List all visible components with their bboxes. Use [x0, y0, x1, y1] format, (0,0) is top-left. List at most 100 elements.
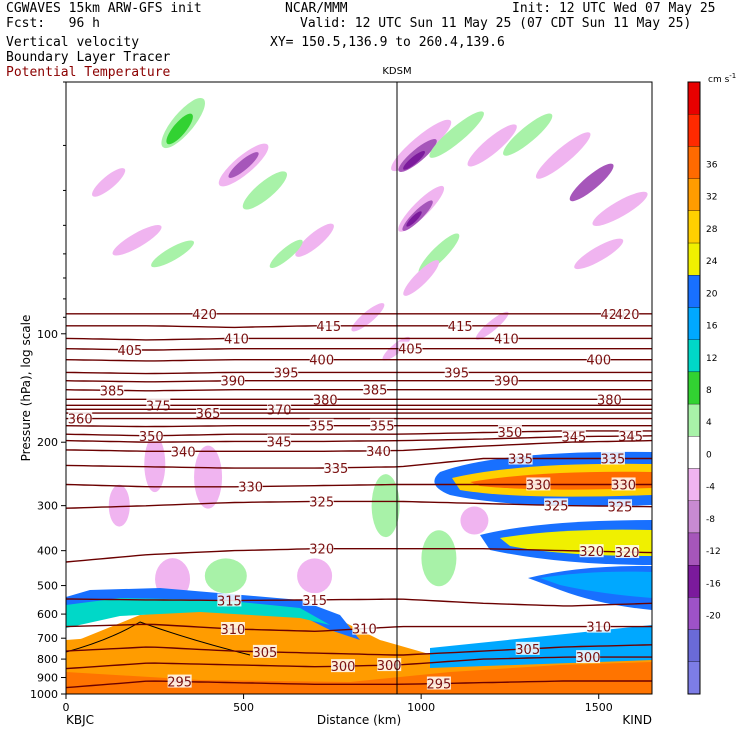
- isentrope-label: 330: [611, 478, 636, 493]
- model-title: CGWAVES 15km ARW-GFS init: [6, 1, 202, 16]
- isentrope-410: [66, 337, 652, 341]
- isentrope-label: 380: [597, 393, 622, 408]
- isentrope-label-bg: [167, 674, 192, 688]
- y-tick-label: 400: [37, 545, 58, 558]
- colorbar-tick-label: 4: [706, 418, 712, 428]
- isentrope-label-bg: [600, 451, 625, 465]
- w-shading-blob: [228, 152, 259, 178]
- isentrope-label: 340: [366, 445, 391, 460]
- w-shading-blob: [92, 168, 126, 197]
- colorbar-swatch: [687, 114, 701, 147]
- colorbar-frame: [687, 81, 701, 695]
- x-tick-label: 500: [233, 701, 254, 714]
- isentrope-label: 415: [448, 320, 473, 335]
- colorbar-tick-label: 8: [706, 386, 712, 396]
- y-axis-title: Pressure (hPa), log scale: [19, 315, 33, 462]
- isentrope-label-bg: [302, 592, 327, 606]
- isentrope-label: 320: [579, 545, 604, 560]
- isentrope-395: [66, 371, 652, 375]
- colorbar-tick-label: -20: [706, 611, 721, 621]
- isentrope-label: 420: [192, 308, 217, 323]
- isentrope-label-bg: [494, 331, 519, 345]
- w-shading-blob: [297, 558, 333, 594]
- isentrope-label-bg: [316, 318, 341, 332]
- isentrope-label: 420: [615, 308, 640, 323]
- isentrope-label: 410: [224, 332, 249, 347]
- isentrope-345: [66, 435, 652, 443]
- y-tick-label: 1000: [30, 688, 58, 701]
- w-shading-blob: [295, 223, 334, 257]
- w-shading-blob: [112, 224, 162, 256]
- isentrope-label-bg: [192, 306, 217, 320]
- w-shading-blob: [429, 111, 484, 158]
- isentrope-label: 355: [370, 420, 395, 435]
- isentrope-label: 370: [267, 403, 292, 418]
- w-shading-blob: [403, 260, 440, 296]
- colorbar-swatch: [687, 339, 701, 373]
- colorbar-tick-label: 20: [706, 289, 718, 299]
- colorbar-swatch: [687, 468, 701, 501]
- isentrope-label-bg: [267, 402, 292, 416]
- isentrope-405: [66, 348, 652, 351]
- isentrope-label-bg: [331, 659, 356, 673]
- isentrope-label: 320: [309, 543, 334, 558]
- colorbar-swatch: [687, 500, 701, 534]
- colorbar-tick-label: 12: [706, 354, 717, 364]
- y-tick-label: 700: [37, 632, 58, 645]
- isentrope-label-bg: [252, 644, 277, 658]
- isentrope-label-bg: [448, 318, 473, 332]
- x-tick-label: 1000: [407, 701, 435, 714]
- isentrope-label-bg: [544, 498, 569, 512]
- w-shading-blob: [144, 436, 166, 493]
- isentrope-label-bg: [309, 352, 334, 366]
- init-time: Init: 12 UTC Wed 07 May 25: [512, 1, 716, 16]
- vertical-velocity-shading: [92, 97, 648, 601]
- w-shading-blob: [574, 238, 624, 270]
- w-shading-blob: [467, 124, 517, 167]
- w-shading-blob: [592, 191, 648, 226]
- w-shading-blob: [108, 484, 130, 527]
- isentrope-label: 395: [444, 366, 469, 381]
- isentrope-label-bg: [618, 429, 643, 443]
- isentrope-label: 320: [615, 546, 640, 561]
- isentrope-330: [66, 483, 652, 488]
- isentrope-315: [66, 598, 652, 607]
- isentrope-label: 335: [601, 453, 626, 468]
- isentrope-label: 300: [576, 651, 601, 666]
- isentrope-label: 345: [618, 430, 643, 445]
- w-shading-blob: [503, 113, 553, 156]
- colorbar-swatch: [687, 661, 701, 695]
- isentrope-label-bg: [323, 460, 348, 474]
- isentrope-label-bg: [274, 365, 299, 379]
- w-shading-blob: [371, 474, 400, 538]
- colorbar-tick-label: -4: [706, 483, 715, 493]
- isentrope-label-bg: [611, 477, 636, 491]
- isentrope-label: 375: [146, 399, 171, 414]
- isentrope-label-bg: [444, 365, 469, 379]
- isentrope-label: 405: [398, 343, 423, 358]
- isentrope-label-bg: [597, 392, 622, 406]
- isentrope-label-bg: [586, 352, 611, 366]
- isentrope-label-bg: [100, 383, 125, 397]
- isentrope-label-bg: [508, 451, 533, 465]
- isentrope-label: 415: [316, 320, 341, 335]
- colorbar-swatch: [687, 597, 701, 630]
- isentrope-label-bg: [267, 434, 292, 448]
- colorbar-swatch: [687, 146, 701, 179]
- isentrope-label: 295: [426, 678, 451, 693]
- colorbar-swatch: [687, 81, 701, 115]
- y-tick-label: 600: [37, 608, 58, 621]
- isentrope-400: [66, 359, 652, 362]
- isentrope-label: 405: [118, 344, 143, 359]
- isentrope-label-bg: [309, 418, 334, 432]
- w-shading-blob: [269, 239, 303, 269]
- isentrope-300: [66, 656, 652, 670]
- y-tick-label: 800: [37, 653, 58, 666]
- y-tick-label: 500: [37, 580, 58, 593]
- isentrope-label: 315: [217, 594, 242, 609]
- isentrope-340: [66, 439, 652, 452]
- forecast-hour: Fcst: 96 h: [6, 16, 100, 31]
- w-shading-blob: [151, 240, 194, 268]
- institution-label: NCAR/MMM: [285, 1, 348, 16]
